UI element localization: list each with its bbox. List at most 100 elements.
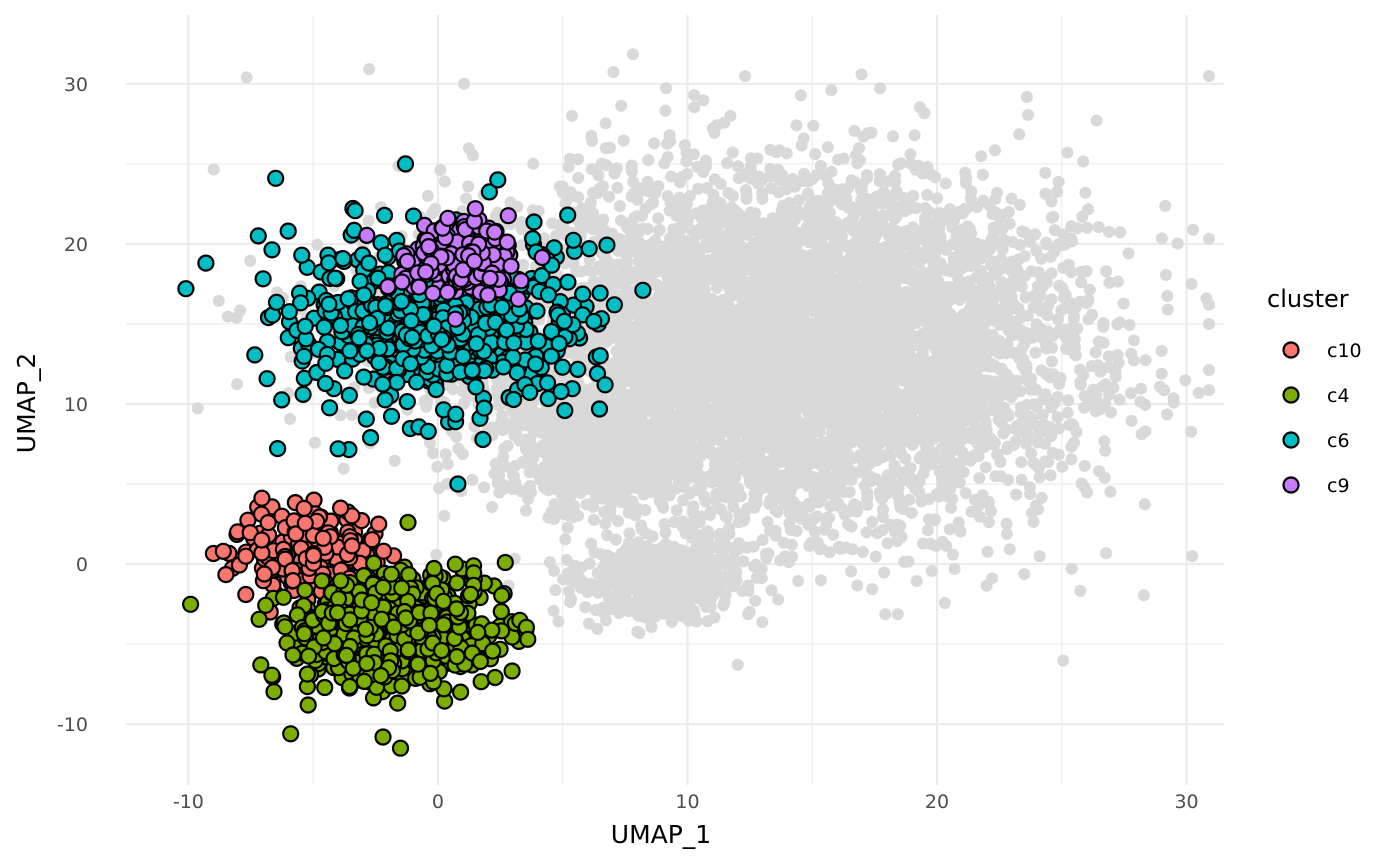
background-point bbox=[641, 300, 653, 312]
background-point bbox=[946, 238, 959, 251]
background-point bbox=[874, 82, 887, 95]
background-point bbox=[825, 165, 838, 178]
background-point bbox=[839, 457, 852, 470]
background-point bbox=[939, 177, 952, 190]
background-point bbox=[362, 214, 375, 227]
background-point bbox=[912, 159, 925, 172]
background-point bbox=[565, 109, 578, 122]
background-point bbox=[705, 237, 718, 249]
background-point bbox=[587, 207, 600, 220]
background-point bbox=[895, 157, 907, 170]
background-point bbox=[908, 129, 921, 142]
background-point bbox=[1203, 318, 1215, 330]
background-point bbox=[561, 521, 574, 534]
background-point bbox=[814, 574, 827, 587]
background-point bbox=[1117, 297, 1130, 310]
background-point bbox=[1100, 547, 1113, 560]
background-point bbox=[1139, 354, 1152, 367]
background-point bbox=[749, 267, 762, 280]
background-point bbox=[661, 151, 674, 163]
background-point bbox=[790, 119, 803, 132]
background-point bbox=[552, 615, 565, 628]
background-point bbox=[739, 70, 752, 83]
background-point bbox=[685, 340, 698, 353]
background-point bbox=[688, 101, 701, 114]
background-point bbox=[973, 472, 986, 485]
background-point bbox=[564, 190, 576, 203]
background-point bbox=[772, 186, 785, 199]
background-point bbox=[891, 518, 904, 531]
background-point bbox=[1114, 226, 1127, 239]
background-point bbox=[603, 190, 615, 203]
background-point bbox=[673, 191, 686, 204]
background-point bbox=[1137, 589, 1150, 602]
background-point bbox=[584, 196, 597, 209]
background-point bbox=[1078, 459, 1091, 472]
background-point bbox=[866, 516, 879, 528]
background-point bbox=[1062, 394, 1075, 407]
background-point bbox=[1185, 425, 1198, 438]
background-point bbox=[1187, 223, 1199, 236]
background-point bbox=[231, 378, 244, 391]
background-point bbox=[1167, 396, 1180, 409]
background-point bbox=[611, 181, 624, 194]
background-point bbox=[486, 501, 499, 513]
background-point bbox=[1125, 414, 1138, 427]
background-point bbox=[931, 192, 944, 205]
background-point bbox=[458, 77, 471, 90]
background-point bbox=[879, 608, 892, 621]
background-point bbox=[695, 480, 708, 492]
background-point bbox=[1044, 469, 1057, 482]
background-point bbox=[1127, 354, 1140, 367]
background-point bbox=[1002, 474, 1015, 486]
background-point bbox=[1098, 471, 1111, 484]
background-point bbox=[434, 164, 447, 176]
background-point bbox=[783, 197, 796, 210]
background-point bbox=[756, 534, 769, 546]
background-point bbox=[599, 142, 612, 155]
background-point bbox=[726, 146, 739, 159]
background-point bbox=[611, 162, 623, 175]
background-point bbox=[765, 584, 778, 597]
background-point bbox=[989, 144, 1001, 157]
background-point bbox=[1092, 221, 1105, 234]
background-point bbox=[888, 230, 901, 243]
background-point bbox=[869, 550, 882, 563]
background-point bbox=[1015, 473, 1028, 486]
background-point bbox=[478, 481, 491, 494]
background-point bbox=[1186, 550, 1199, 563]
background-point bbox=[866, 583, 879, 596]
background-point bbox=[708, 348, 720, 361]
background-point bbox=[649, 234, 662, 247]
background-point bbox=[680, 221, 693, 234]
background-point bbox=[699, 154, 712, 167]
background-point bbox=[1155, 232, 1168, 245]
background-point bbox=[686, 277, 699, 289]
background-point bbox=[792, 248, 805, 260]
background-point bbox=[1065, 453, 1078, 466]
background-point bbox=[615, 99, 628, 112]
background-point bbox=[1155, 367, 1168, 380]
background-point bbox=[1045, 293, 1058, 306]
background-point bbox=[617, 134, 630, 147]
background-point bbox=[431, 460, 444, 473]
background-point bbox=[626, 48, 639, 61]
background-point bbox=[678, 139, 691, 152]
background-point bbox=[599, 117, 612, 130]
background-point bbox=[1203, 232, 1215, 245]
background-point bbox=[825, 84, 838, 97]
background-point bbox=[952, 516, 965, 529]
background-point bbox=[681, 168, 693, 181]
background-point bbox=[821, 141, 834, 154]
background-point bbox=[861, 127, 874, 140]
background-point bbox=[917, 537, 929, 550]
background-point bbox=[1061, 406, 1074, 419]
background-point bbox=[873, 168, 886, 181]
background-point bbox=[1013, 198, 1026, 211]
background-point bbox=[716, 255, 729, 268]
background-point bbox=[1079, 186, 1092, 199]
background-point bbox=[1056, 460, 1069, 473]
background-point bbox=[1097, 336, 1110, 349]
background-point bbox=[641, 175, 654, 188]
background-point bbox=[803, 539, 816, 552]
